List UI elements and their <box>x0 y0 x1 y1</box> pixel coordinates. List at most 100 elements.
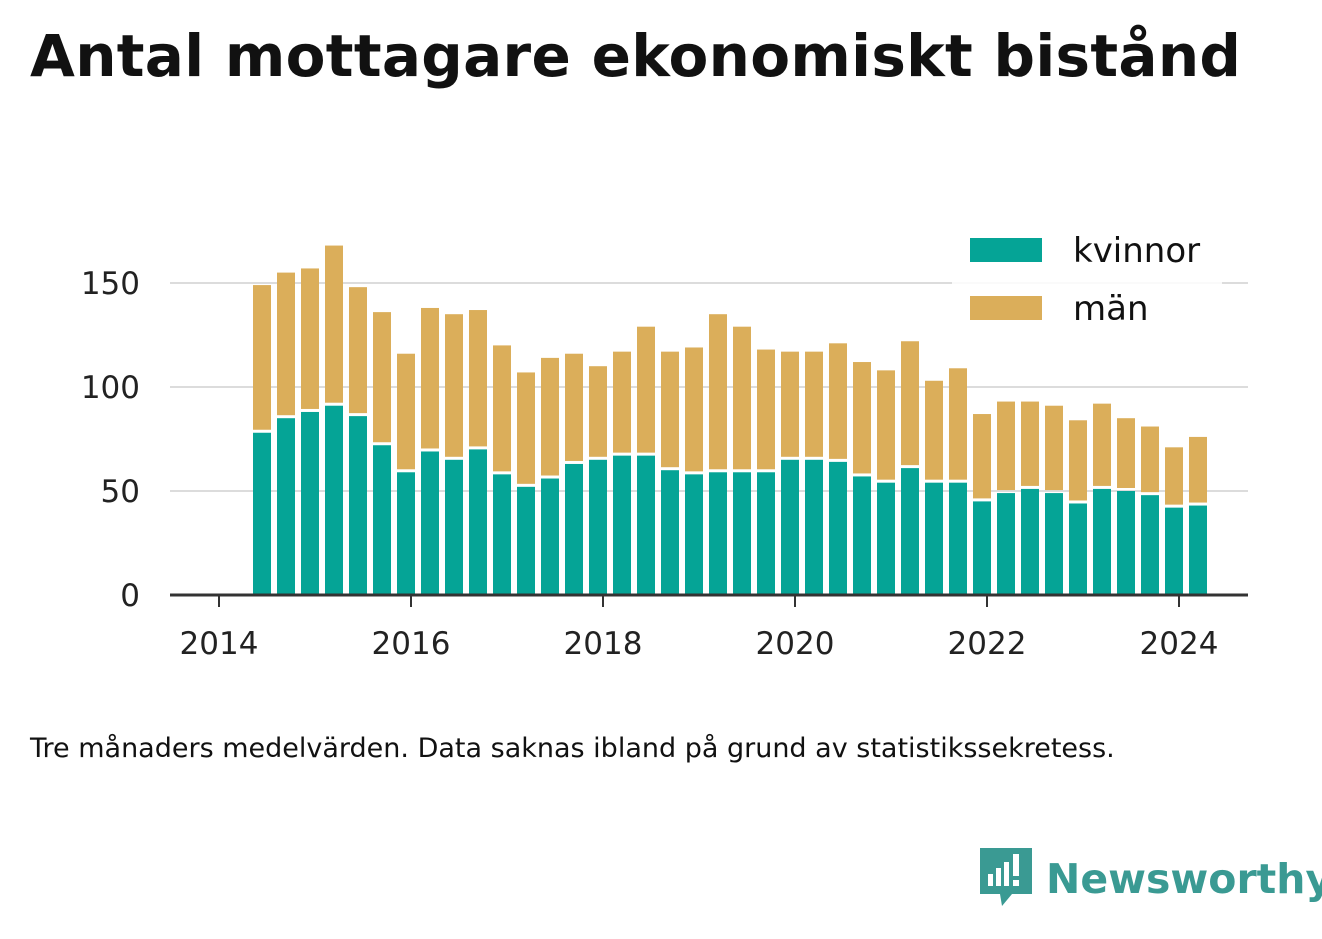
bar-group <box>1117 418 1135 595</box>
bar-group <box>709 314 727 595</box>
bar-man <box>517 372 535 484</box>
bar-man <box>541 357 559 476</box>
bar-man <box>1141 426 1159 493</box>
bar-group <box>277 272 295 595</box>
y-tick-label: 150 <box>81 266 140 302</box>
brand[interactable]: Newsworthy <box>980 848 1322 910</box>
bar-kvinnor <box>901 468 919 595</box>
bar-man <box>1165 447 1183 505</box>
bar-kvinnor <box>397 472 415 595</box>
bar-kvinnor <box>589 459 607 595</box>
bar-group <box>733 326 751 595</box>
chart-note: Tre månaders medelvärden. Data saknas ib… <box>30 733 1115 764</box>
bar-group <box>637 326 655 595</box>
bar-group <box>1093 403 1111 595</box>
bar-kvinnor <box>781 459 799 595</box>
bar-kvinnor <box>301 411 319 595</box>
bar-kvinnor <box>1045 493 1063 595</box>
x-tick-label: 2022 <box>948 626 1027 662</box>
legend: kvinnor män <box>952 226 1222 336</box>
legend-swatch <box>970 238 1042 262</box>
bar-man <box>829 343 847 459</box>
bar-group <box>853 362 871 595</box>
bar-group <box>1165 447 1183 595</box>
bar-kvinnor <box>253 432 271 595</box>
bar-kvinnor <box>1093 488 1111 595</box>
bar-man <box>421 307 439 449</box>
bar-man <box>757 349 775 470</box>
bar-kvinnor <box>541 478 559 595</box>
bar-kvinnor <box>613 455 631 595</box>
bar-man <box>613 351 631 453</box>
bar-man <box>925 380 943 480</box>
bar-kvinnor <box>949 482 967 595</box>
bar-kvinnor <box>709 472 727 595</box>
bar-man <box>637 326 655 453</box>
stacked-bar-chart: 0 50 100 150 2014 2016 2018 2020 2022 2024 kvinno… <box>80 226 1248 662</box>
x-tick-label: 2020 <box>756 626 835 662</box>
bar-kvinnor <box>853 476 871 595</box>
bar-kvinnor <box>733 472 751 595</box>
bar-group <box>469 310 487 595</box>
bar-man <box>1069 420 1087 501</box>
bar-kvinnor <box>1069 503 1087 595</box>
bar-man <box>325 245 343 403</box>
bar-man <box>1117 418 1135 488</box>
bar-group <box>925 380 943 595</box>
legend-label: kvinnor <box>1073 231 1200 271</box>
bar-group <box>589 366 607 595</box>
bar-man <box>781 351 799 457</box>
bar-man <box>301 268 319 409</box>
bar-man <box>853 362 871 474</box>
bar-group <box>445 314 463 595</box>
bar-kvinnor <box>757 472 775 595</box>
bar-group <box>325 245 343 595</box>
x-tick-label: 2024 <box>1140 626 1219 662</box>
bar-kvinnor <box>997 493 1015 595</box>
bar-group <box>757 349 775 595</box>
bar-man <box>685 347 703 472</box>
bar-group <box>541 357 559 595</box>
bar-kvinnor <box>1117 491 1135 595</box>
bar-group <box>253 285 271 595</box>
bar-kvinnor <box>1141 495 1159 595</box>
bar-kvinnor <box>661 470 679 595</box>
bar-kvinnor <box>565 463 583 595</box>
legend-item: kvinnor <box>970 231 1200 271</box>
bar-kvinnor <box>805 459 823 595</box>
newsworthy-logo-icon <box>980 848 1032 906</box>
bar-man <box>253 285 271 430</box>
bar-group <box>901 341 919 595</box>
x-tick-label: 2016 <box>372 626 451 662</box>
bar-kvinnor <box>1189 505 1207 595</box>
bar-kvinnor <box>493 474 511 595</box>
y-tick-label: 0 <box>120 578 140 614</box>
bar-man <box>493 345 511 472</box>
bar-group <box>685 347 703 595</box>
bar-group <box>949 368 967 595</box>
bar-man <box>373 312 391 443</box>
bar-group <box>397 353 415 595</box>
bar-group <box>781 351 799 595</box>
bar-kvinnor <box>829 461 847 595</box>
bar-man <box>709 314 727 470</box>
chart-title: Antal mottagare ekonomiskt bistånd <box>30 22 1242 90</box>
bar-kvinnor <box>517 486 535 595</box>
bar-group <box>301 268 319 595</box>
legend-swatch <box>970 296 1042 320</box>
bar-man <box>997 401 1015 491</box>
brand-name: Newsworthy <box>1046 855 1322 903</box>
x-tick-label: 2018 <box>564 626 643 662</box>
y-tick-label: 100 <box>81 370 140 406</box>
bar-man <box>901 341 919 466</box>
legend-label: män <box>1073 289 1149 329</box>
bar-kvinnor <box>373 445 391 595</box>
axes: 0 50 100 150 2014 2016 2018 2020 2022 2024 <box>81 266 1248 662</box>
bar-man <box>277 272 295 416</box>
y-tick-label: 50 <box>101 474 140 510</box>
bar-man <box>949 368 967 480</box>
bar-man <box>1093 403 1111 486</box>
bar-man <box>1045 405 1063 491</box>
bar-group <box>1069 420 1087 595</box>
legend-item: män <box>970 289 1149 329</box>
